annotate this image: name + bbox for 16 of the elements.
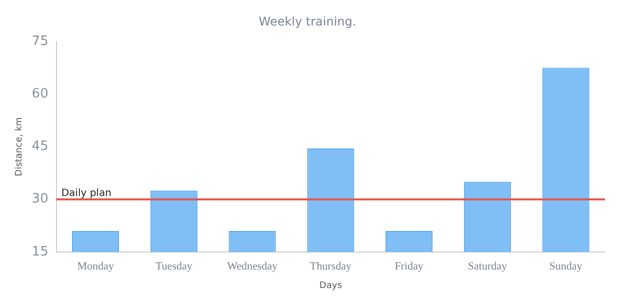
y-tick-label: 15 (32, 244, 48, 260)
y-tick-label: 45 (32, 139, 48, 154)
x-tick-label: Monday (77, 260, 114, 272)
x-axis-title: Days (319, 280, 342, 291)
x-tick-label: Sunday (549, 260, 583, 272)
y-tick-label: 60 (32, 86, 48, 102)
x-tick-label: Saturday (468, 260, 508, 272)
ref-line-label: Daily plan (61, 188, 112, 199)
chart-title: Weekly training. (258, 14, 356, 28)
y-tick-label: 75 (32, 34, 48, 49)
y-tick-label: 30 (32, 192, 48, 207)
x-tick-label: Friday (394, 260, 424, 272)
y-axis-title: Distance, km (14, 117, 25, 176)
x-tick-label: Thursday (310, 260, 352, 272)
x-tick-label: Wednesday (227, 260, 278, 272)
x-tick-label: Tuesday (155, 260, 193, 272)
